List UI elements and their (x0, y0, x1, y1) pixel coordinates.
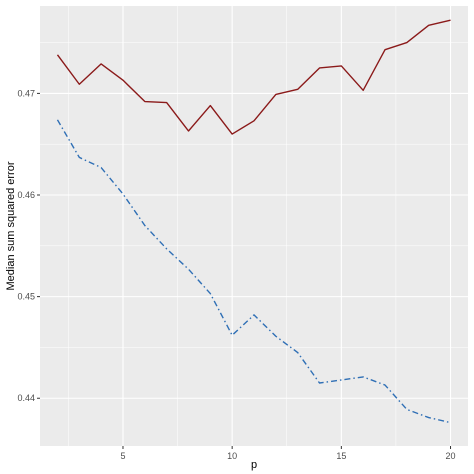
x-tick-label: 5 (120, 451, 125, 461)
x-tick-label: 10 (227, 451, 237, 461)
y-tick-label: 0.46 (17, 190, 35, 200)
axis-ticks (37, 92, 452, 449)
y-tick-label: 0.44 (17, 393, 35, 403)
y-tick-label: 0.45 (17, 292, 35, 302)
y-axis-title: Median sum squared error (5, 161, 17, 290)
series-layer (56, 19, 451, 424)
x-tick-label: 15 (336, 451, 346, 461)
y-tick-label: 0.47 (17, 88, 35, 98)
x-tick-label: 20 (446, 451, 456, 461)
x-axis-title: p (251, 459, 257, 471)
series-line-1 (56, 19, 451, 135)
minor-gridlines (40, 6, 468, 446)
series-line-2 (56, 119, 451, 424)
tick-labels: 5 10 15 20 0.44 0.45 0.46 0.47 (17, 88, 455, 461)
plot-panel (40, 6, 468, 446)
